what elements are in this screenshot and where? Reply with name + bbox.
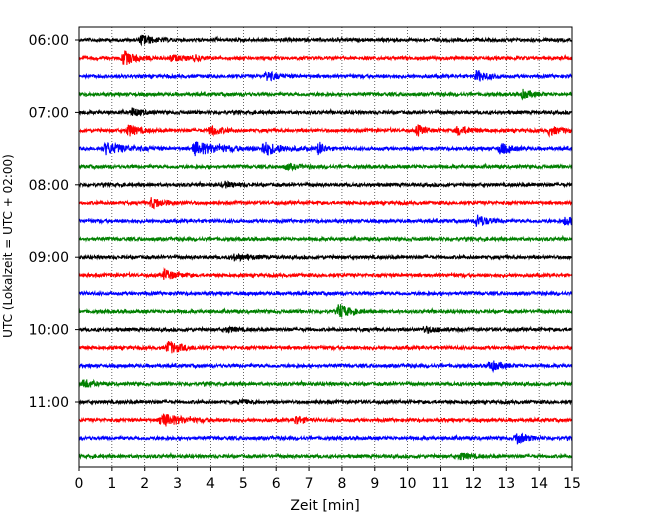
plot-frame bbox=[78, 26, 573, 468]
y-tick-label: 10:00 bbox=[29, 323, 69, 339]
trace-08:30 bbox=[78, 214, 573, 227]
x-tick-label: 12 bbox=[464, 476, 482, 492]
y-tick-label: 06:00 bbox=[29, 33, 69, 49]
y-tick-label: 07:00 bbox=[29, 105, 69, 121]
trace-10:30 bbox=[78, 360, 573, 374]
x-tick-label: 7 bbox=[305, 476, 314, 492]
trace-06:30 bbox=[78, 69, 573, 82]
x-tick-label: 13 bbox=[497, 476, 515, 492]
y-tick-label: 08:00 bbox=[29, 178, 69, 194]
trace-09:15 bbox=[78, 267, 573, 280]
trace-09:00 bbox=[78, 252, 573, 263]
x-tick-label: 14 bbox=[530, 476, 548, 492]
x-tick-label: 6 bbox=[272, 476, 281, 492]
x-tick-label: 8 bbox=[337, 476, 346, 492]
trace-09:30 bbox=[78, 289, 573, 298]
trace-10:45 bbox=[78, 378, 573, 389]
trace-08:00 bbox=[78, 180, 573, 189]
x-tick-label: 2 bbox=[140, 476, 149, 492]
x-tick-label: 11 bbox=[432, 476, 450, 492]
trace-11:45 bbox=[78, 451, 573, 461]
trace-11:00 bbox=[78, 397, 573, 406]
x-tick-label: 0 bbox=[75, 476, 84, 492]
trace-07:15 bbox=[78, 124, 573, 138]
trace-07:30 bbox=[78, 141, 573, 157]
trace-06:45 bbox=[78, 88, 573, 101]
x-axis-label: Zeit [min] bbox=[290, 498, 359, 514]
x-tick-label: 10 bbox=[399, 476, 417, 492]
x-tick-label: 3 bbox=[173, 476, 182, 492]
grid-lines bbox=[111, 27, 540, 467]
x-tick-label: 5 bbox=[239, 476, 248, 492]
trace-11:15 bbox=[78, 413, 573, 427]
y-axis-label: UTC (Lokalzeit = UTC + 02:00) bbox=[1, 154, 15, 338]
y-axis-ticks: 06:00 07:00 08:00 09:00 10:00 11:00 bbox=[29, 33, 79, 411]
seismic-traces bbox=[78, 34, 573, 461]
trace-06:15 bbox=[78, 50, 573, 65]
trace-11:30 bbox=[78, 432, 573, 445]
x-axis-ticks: 0 1 2 3 4 5 6 7 8 9 10 11 12 13 14 15 bbox=[75, 467, 581, 492]
x-tick-label: 4 bbox=[206, 476, 215, 492]
y-tick-label: 11:00 bbox=[29, 395, 69, 411]
x-tick-label: 1 bbox=[107, 476, 116, 492]
trace-09:45 bbox=[78, 304, 573, 318]
trace-07:00 bbox=[78, 107, 573, 117]
trace-08:15 bbox=[78, 197, 573, 210]
trace-10:15 bbox=[78, 341, 573, 354]
x-tick-label: 9 bbox=[370, 476, 379, 492]
trace-08:45 bbox=[78, 234, 573, 243]
trace-07:45 bbox=[78, 162, 573, 172]
trace-10:00 bbox=[78, 325, 573, 335]
trace-06:00 bbox=[78, 34, 573, 47]
y-tick-label: 09:00 bbox=[29, 250, 69, 266]
x-tick-label: 15 bbox=[563, 476, 581, 492]
